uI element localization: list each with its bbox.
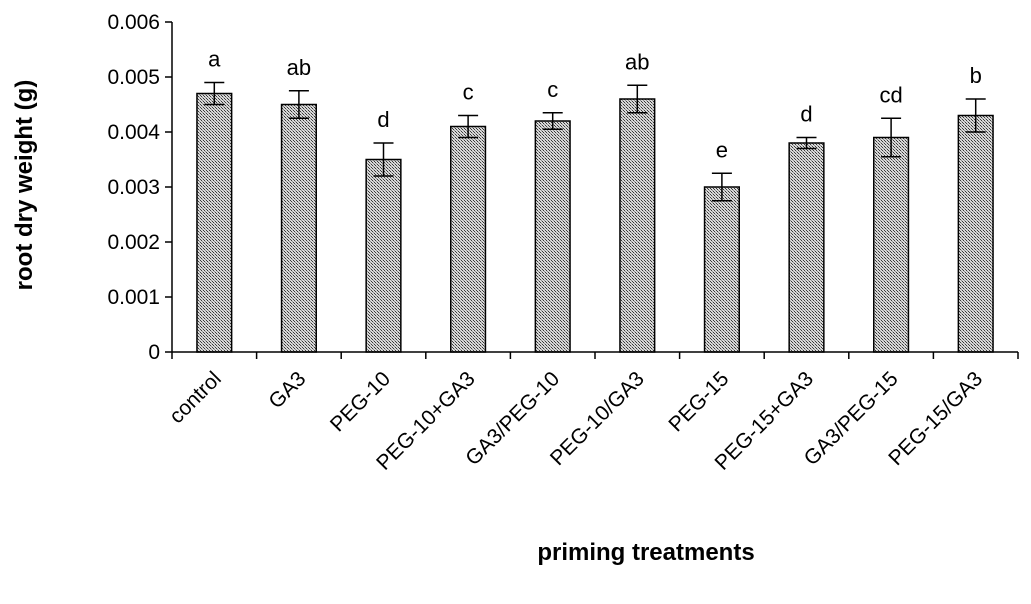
bars [196, 92, 994, 353]
y-tick-label: 0.001 [107, 286, 160, 309]
x-category-label: control [165, 367, 226, 428]
error-bar [204, 81, 225, 106]
bar [703, 186, 740, 353]
significance-letters: a ab d c c ab e d cd b [208, 47, 982, 163]
error-bar [373, 142, 394, 177]
significance-letter: a [208, 47, 221, 72]
bar [450, 125, 487, 353]
error-bar [288, 90, 309, 119]
significance-letter: e [716, 137, 728, 162]
significance-letter: d [377, 107, 389, 132]
x-axis-ticks: control GA3 PEG-10PEG-10+GA3GA3/PEG-10PEG-… [165, 352, 1019, 475]
error-bar [965, 98, 986, 133]
y-tick-label: 0.004 [107, 121, 160, 144]
x-axis-title: priming treatments [537, 539, 754, 566]
significance-letter: c [547, 77, 558, 102]
error-bar [881, 117, 902, 158]
y-tick-label: 0.003 [107, 176, 160, 199]
error-bar [796, 136, 817, 150]
significance-letter: c [463, 80, 474, 105]
significance-letter: d [800, 102, 812, 127]
x-category-label: PEG-15 [664, 367, 733, 436]
error-bars [204, 81, 986, 202]
bar [957, 114, 994, 353]
significance-letter: ab [625, 49, 649, 74]
bar [196, 92, 233, 353]
y-tick-label: 0 [148, 341, 160, 364]
y-axis-ticks: 0 0.001 0.002 0.003 0.004 0.005 0.006 [107, 11, 172, 364]
y-tick-label: 0.006 [107, 11, 160, 34]
x-category-label: PEG-10 [326, 367, 395, 436]
x-category-label: GA3 [264, 367, 310, 413]
y-axis-title: root dry weight (g) [11, 80, 38, 291]
bar [619, 98, 656, 353]
significance-letter: cd [879, 82, 902, 107]
bar [280, 103, 317, 353]
bar [534, 120, 571, 353]
y-tick-label: 0.002 [107, 231, 160, 254]
significance-letter: b [970, 63, 982, 88]
bar [788, 142, 825, 353]
error-bar [458, 114, 479, 139]
error-bar [627, 84, 648, 114]
error-bar [542, 112, 563, 130]
bar [873, 136, 910, 353]
y-tick-label: 0.005 [107, 66, 160, 89]
bar [365, 158, 402, 353]
error-bar [711, 172, 732, 202]
significance-letter: ab [287, 55, 311, 80]
